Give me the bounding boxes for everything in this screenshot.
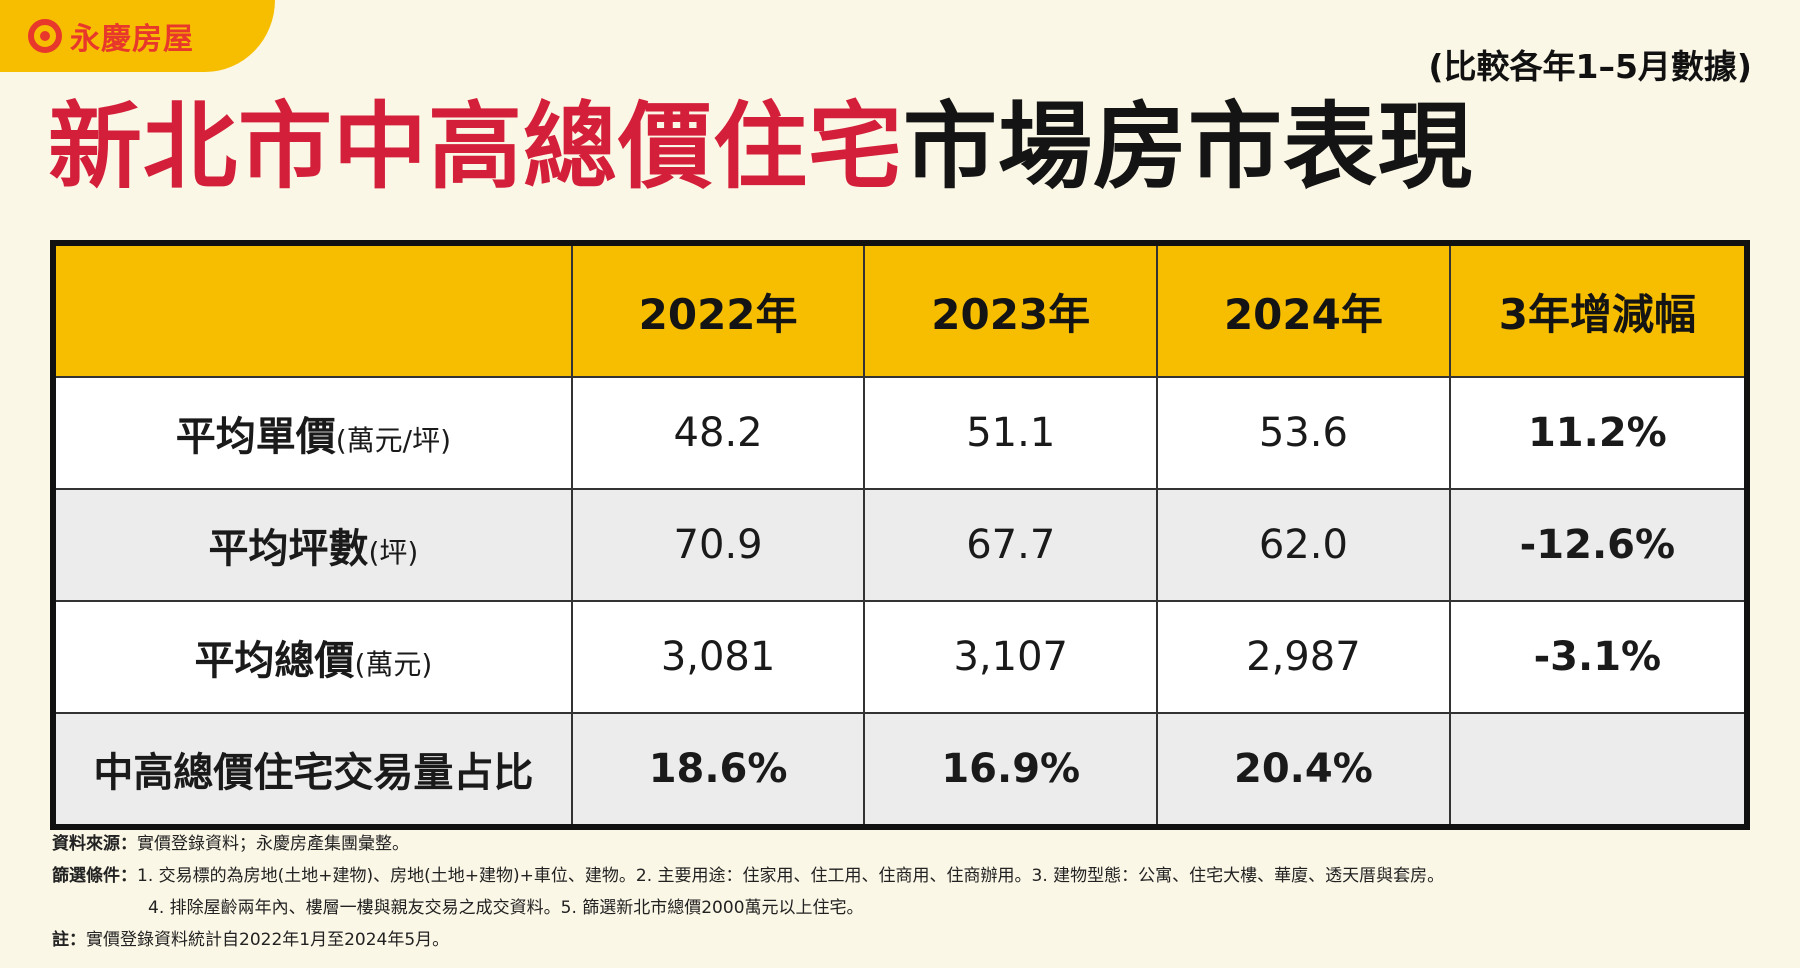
row-label: 平均單價(萬元/坪) (52, 376, 573, 490)
row-label-text: 平均總價 (194, 638, 355, 684)
row-label: 平均總價(萬元) (52, 600, 573, 714)
header-cell-empty (52, 242, 573, 378)
filter-note: 篩選條件：1. 交易標的為房地(土地+建物)、房地(土地+建物)+車位、建物。2… (52, 860, 1444, 892)
header-cell-2024: 2024年 (1156, 242, 1451, 378)
row-unit: (萬元/坪) (335, 424, 452, 457)
table-cell: 2,987 (1156, 600, 1451, 714)
table-cell: 53.6 (1156, 376, 1451, 490)
table-cell: 51.1 (863, 376, 1159, 490)
subtitle: (比較各年1–5月數據) (1428, 47, 1752, 86)
change-cell: -3.1% (1448, 600, 1749, 714)
filter-note-continued: 4. 排除屋齡兩年內、樓層一樓與親友交易之成交資料。5. 篩選新北市總價2000… (52, 892, 1444, 924)
row-label-text: 中高總價住宅交易量占比 (93, 750, 534, 796)
table-row: 平均總價(萬元) 3,081 3,107 2,987 -3.1% (52, 600, 1749, 714)
title-black-part: 市場房市表現 (903, 93, 1474, 202)
page-title: 新北市中高總價住宅市場房市表現 (48, 93, 1474, 202)
footnote: 註：實價登錄資料統計自2022年1月至2024年5月。 (52, 924, 1444, 956)
row-label-text: 平均坪數 (208, 526, 369, 572)
row-label: 平均坪數(坪) (52, 488, 573, 602)
header-cell-change: 3年增減幅 (1448, 242, 1749, 378)
header-cell-2022: 2022年 (570, 242, 866, 378)
row-label-text: 平均單價 (175, 414, 336, 460)
logo-text: 永慶房屋 (70, 22, 194, 57)
table-header-row: 2022年 2023年 2024年 3年增減幅 (52, 242, 1749, 378)
table-cell: 18.6% (570, 712, 866, 828)
logo-tab: 永慶房屋 (0, 0, 275, 72)
row-unit: (萬元) (354, 648, 433, 681)
filter-line-1: 1. 交易標的為房地(土地+建物)、房地(土地+建物)+車位、建物。2. 主要用… (137, 866, 1445, 886)
table-cell: 20.4% (1156, 712, 1451, 828)
table-cell: 67.7 (863, 488, 1159, 602)
source-key: 資料來源： (52, 834, 137, 854)
table-cell: 16.9% (863, 712, 1159, 828)
filter-line-2: 4. 排除屋齡兩年內、樓層一樓與親友交易之成交資料。5. 篩選新北市總價2000… (148, 898, 864, 918)
table-cell: 70.9 (570, 488, 866, 602)
table-row: 平均坪數(坪) 70.9 67.7 62.0 -12.6% (52, 488, 1749, 602)
change-cell (1448, 712, 1749, 828)
footer-notes: 資料來源：實價登錄資料；永慶房產集團彙整。 篩選條件：1. 交易標的為房地(土地… (52, 828, 1444, 956)
table-row: 中高總價住宅交易量占比 18.6% 16.9% 20.4% (52, 712, 1749, 828)
change-cell: 11.2% (1448, 376, 1749, 490)
table-cell: 62.0 (1156, 488, 1451, 602)
change-cell: -12.6% (1448, 488, 1749, 602)
source-note: 資料來源：實價登錄資料；永慶房產集團彙整。 (52, 828, 1444, 860)
source-text: 實價登錄資料；永慶房產集團彙整。 (137, 834, 409, 854)
table-cell: 3,107 (863, 600, 1159, 714)
market-table: 2022年 2023年 2024年 3年增減幅 平均單價(萬元/坪) 48.2 … (50, 240, 1750, 830)
table-cell: 48.2 (570, 376, 866, 490)
row-unit: (坪) (368, 536, 419, 569)
note-key: 註： (52, 930, 86, 950)
table-row: 平均單價(萬元/坪) 48.2 51.1 53.6 11.2% (52, 376, 1749, 490)
table-cell: 3,081 (570, 600, 866, 714)
note-text: 實價登錄資料統計自2022年1月至2024年5月。 (86, 930, 450, 950)
header-cell-2023: 2023年 (863, 242, 1159, 378)
logo-icon (28, 19, 62, 53)
title-red-part: 新北市中高總價住宅 (48, 93, 904, 202)
row-label: 中高總價住宅交易量占比 (52, 712, 573, 828)
filter-key: 篩選條件： (52, 866, 137, 886)
